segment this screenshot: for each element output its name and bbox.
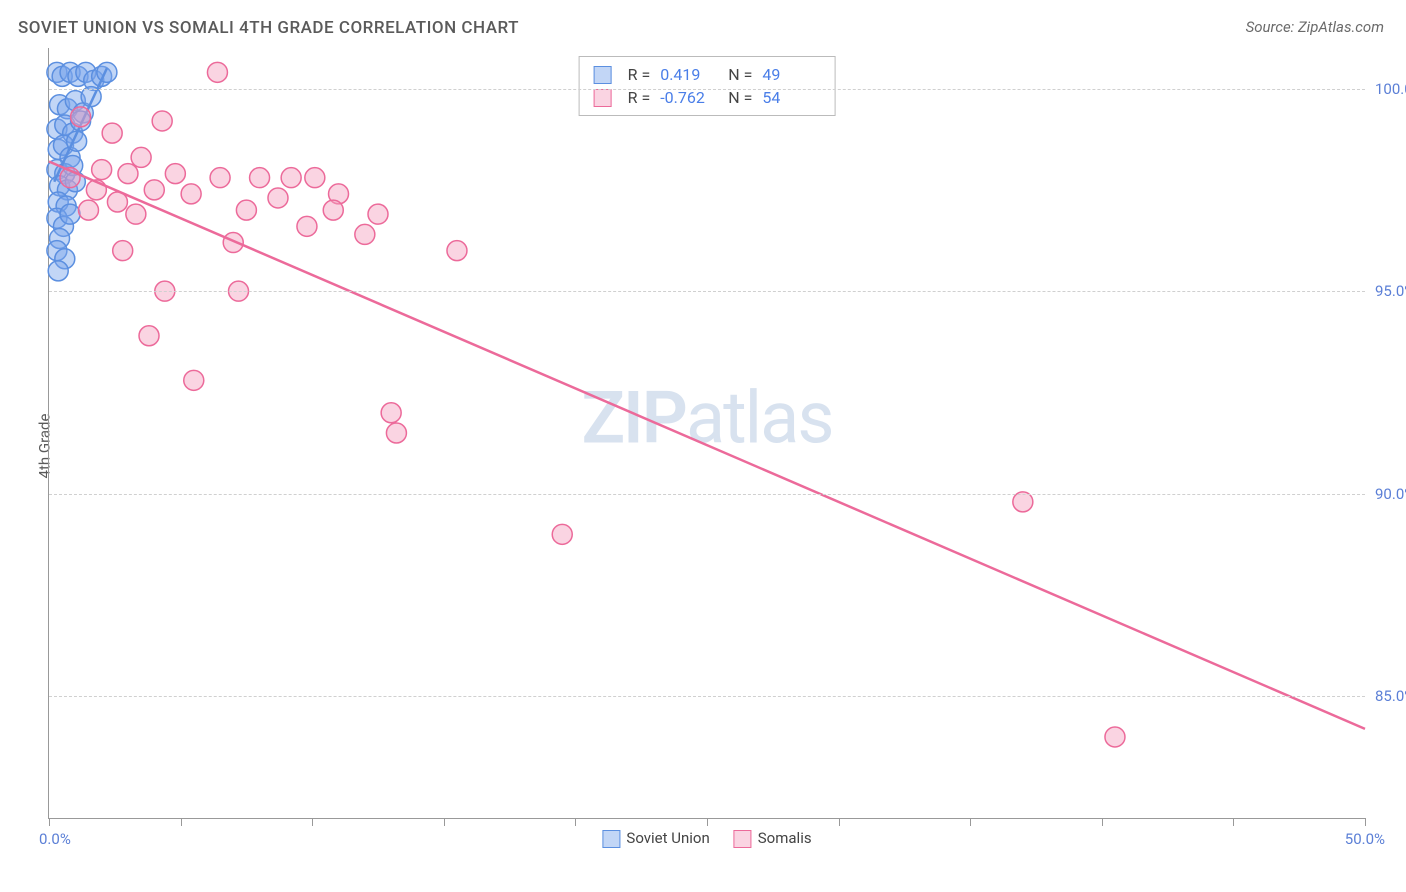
trend-line [49, 161, 1365, 728]
y-tick-label: 85.0% [1375, 687, 1406, 705]
data-point [552, 524, 572, 544]
stats-legend: R = 0.419 N = 49 R = -0.762 N = 54 [579, 56, 836, 116]
data-point [368, 204, 388, 224]
data-point [355, 224, 375, 244]
legend-swatch-soviet [594, 66, 612, 84]
data-point [113, 241, 133, 261]
x-tick [970, 818, 971, 826]
n-label: N = [728, 65, 752, 84]
gridline [49, 696, 1365, 697]
legend-swatch-somali-icon [734, 830, 752, 848]
x-axis-legend: Soviet Union Somalis [602, 829, 811, 848]
x-tick [1233, 818, 1234, 826]
data-point [78, 200, 98, 220]
n-value-soviet: 49 [762, 65, 820, 84]
data-point [447, 241, 467, 261]
plot-svg [49, 48, 1365, 818]
data-point [102, 123, 122, 143]
data-point [223, 233, 243, 253]
data-point [144, 180, 164, 200]
data-point [210, 168, 230, 188]
y-tick-label: 95.0% [1375, 282, 1406, 300]
data-point [126, 204, 146, 224]
chart-container: SOVIET UNION VS SOMALI 4TH GRADE CORRELA… [0, 0, 1406, 892]
data-point [181, 184, 201, 204]
n-label: N = [728, 88, 752, 107]
data-point [236, 200, 256, 220]
data-point [184, 370, 204, 390]
data-point [48, 261, 68, 281]
gridline [49, 494, 1365, 495]
data-point [71, 107, 91, 127]
data-point [152, 111, 172, 131]
gridline [49, 291, 1365, 292]
data-point [281, 168, 301, 188]
data-point [250, 168, 270, 188]
legend-row-soviet: R = 0.419 N = 49 [594, 63, 821, 86]
x-tick [839, 818, 840, 826]
x-tick [1365, 818, 1366, 826]
source-label: Source: ZipAtlas.com [1246, 18, 1384, 36]
data-point [118, 164, 138, 184]
data-point [386, 423, 406, 443]
x-tick [312, 818, 313, 826]
r-label: R = [628, 65, 651, 84]
x-tick [444, 818, 445, 826]
chart-title: SOVIET UNION VS SOMALI 4TH GRADE CORRELA… [18, 18, 519, 38]
data-point [97, 62, 117, 82]
r-label: R = [628, 88, 651, 107]
y-tick-label: 100.0% [1375, 80, 1406, 98]
legend-label-soviet: Soviet Union [626, 829, 709, 847]
x-tick [49, 818, 50, 826]
data-point [323, 200, 343, 220]
data-point [297, 216, 317, 236]
data-point [139, 326, 159, 346]
x-min-label: 0.0% [39, 830, 71, 848]
x-tick [181, 818, 182, 826]
data-point [1013, 492, 1033, 512]
n-value-somali: 54 [762, 88, 820, 107]
data-point [305, 168, 325, 188]
data-point [381, 403, 401, 423]
plot-area: ZIPatlas R = 0.419 N = 49 R = -0.762 N =… [48, 48, 1365, 819]
legend-item-somali: Somalis [734, 829, 812, 848]
x-max-label: 50.0% [1345, 830, 1385, 848]
data-point [165, 164, 185, 184]
legend-item-soviet: Soviet Union [602, 829, 709, 848]
y-tick-label: 90.0% [1375, 485, 1406, 503]
legend-swatch-somali [594, 89, 612, 107]
r-value-soviet: 0.419 [660, 65, 718, 84]
data-point [207, 62, 227, 82]
data-point [92, 160, 112, 180]
x-tick [575, 818, 576, 826]
data-point [1105, 727, 1125, 747]
data-point [60, 204, 80, 224]
x-tick [707, 818, 708, 826]
x-tick [1102, 818, 1103, 826]
data-point [131, 147, 151, 167]
r-value-somali: -0.762 [660, 88, 718, 107]
data-point [268, 188, 288, 208]
legend-label-somali: Somalis [758, 829, 812, 847]
legend-swatch-soviet-icon [602, 830, 620, 848]
gridline [49, 89, 1365, 90]
